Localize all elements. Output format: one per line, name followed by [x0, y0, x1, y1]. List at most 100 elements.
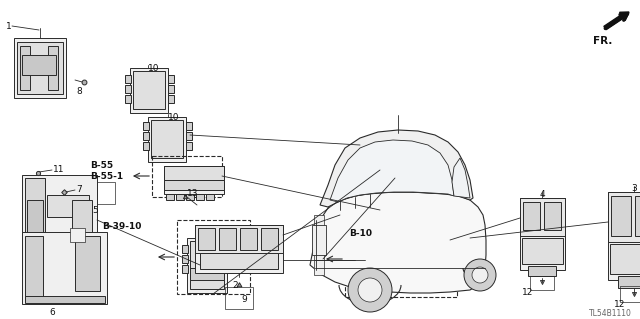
Bar [75, 236, 100, 291]
Circle shape [358, 278, 382, 302]
Bar [409, 247, 423, 261]
Circle shape [348, 268, 392, 312]
Text: B-39-10: B-39-10 [102, 222, 141, 231]
Bar [143, 122, 149, 130]
Bar [25, 236, 43, 301]
Bar [522, 238, 563, 264]
Text: 10: 10 [148, 64, 159, 73]
Bar [355, 243, 369, 257]
Text: 12: 12 [614, 300, 625, 309]
Bar [225, 287, 253, 309]
Bar [196, 194, 204, 200]
Bar [151, 120, 183, 158]
Bar [22, 55, 56, 75]
Bar [227, 265, 233, 273]
Text: 9: 9 [241, 295, 247, 304]
Bar [345, 221, 457, 297]
Bar [148, 117, 186, 162]
Bar [620, 286, 640, 302]
Bar [143, 142, 149, 150]
Bar [445, 247, 459, 261]
Bar [190, 268, 224, 280]
Bar [182, 255, 188, 263]
Bar [186, 142, 192, 150]
Text: 2: 2 [232, 281, 238, 290]
Bar [164, 180, 224, 190]
Bar [373, 243, 387, 257]
Text: 5: 5 [92, 206, 98, 215]
Bar [353, 241, 447, 275]
Bar [70, 228, 85, 242]
Bar [166, 194, 174, 200]
Bar [125, 95, 131, 103]
Bar [608, 192, 640, 242]
Polygon shape [452, 158, 470, 198]
Bar [200, 253, 278, 269]
Bar [373, 247, 387, 261]
Bar [186, 132, 192, 140]
FancyArrow shape [604, 12, 629, 30]
Text: B-10: B-10 [349, 229, 372, 238]
Bar [168, 85, 174, 93]
Bar [176, 194, 184, 200]
Bar [312, 225, 326, 255]
Polygon shape [330, 140, 454, 202]
Text: 12: 12 [522, 288, 533, 297]
Bar [22, 232, 107, 304]
Bar [611, 196, 631, 236]
Bar [130, 68, 168, 113]
Bar [72, 200, 92, 270]
Bar [195, 225, 283, 253]
Bar [353, 245, 447, 263]
Bar [22, 175, 97, 275]
Bar [17, 42, 63, 94]
Bar [187, 238, 227, 293]
Text: 8: 8 [76, 87, 82, 96]
Bar [186, 122, 192, 130]
Bar [391, 247, 405, 261]
Bar [353, 241, 447, 258]
Bar [608, 192, 640, 280]
Bar [168, 95, 174, 103]
Bar [261, 228, 278, 250]
Bar [27, 200, 43, 255]
Bar [227, 245, 233, 253]
Bar [635, 196, 640, 236]
Bar [182, 245, 188, 253]
Bar [55, 182, 115, 204]
Bar [391, 243, 405, 257]
Text: 1: 1 [6, 22, 12, 31]
Bar [143, 132, 149, 140]
Bar [177, 220, 250, 294]
Bar [610, 244, 640, 274]
Bar [355, 247, 369, 261]
Bar [445, 243, 459, 257]
Bar [227, 255, 233, 263]
Bar [182, 265, 188, 273]
Bar [25, 296, 105, 303]
Bar [47, 195, 89, 217]
Bar [190, 241, 224, 289]
Text: 6: 6 [49, 308, 55, 317]
Text: FR.: FR. [593, 36, 612, 46]
Bar [528, 266, 556, 276]
Bar [164, 166, 224, 180]
Text: 10: 10 [168, 113, 179, 122]
Bar [25, 265, 95, 275]
Bar [125, 85, 131, 93]
Text: 11: 11 [53, 165, 65, 174]
Text: 7: 7 [76, 185, 82, 194]
Bar [219, 228, 236, 250]
Bar [520, 198, 565, 270]
Bar [14, 38, 66, 98]
Bar [544, 202, 561, 230]
Bar [25, 178, 45, 273]
Bar [520, 198, 565, 236]
Text: B-55: B-55 [90, 161, 113, 170]
Bar [198, 228, 215, 250]
Bar [530, 276, 554, 290]
Polygon shape [310, 192, 486, 293]
Text: B-55-1: B-55-1 [90, 172, 123, 181]
Text: 13: 13 [187, 189, 198, 198]
Bar [195, 225, 283, 273]
